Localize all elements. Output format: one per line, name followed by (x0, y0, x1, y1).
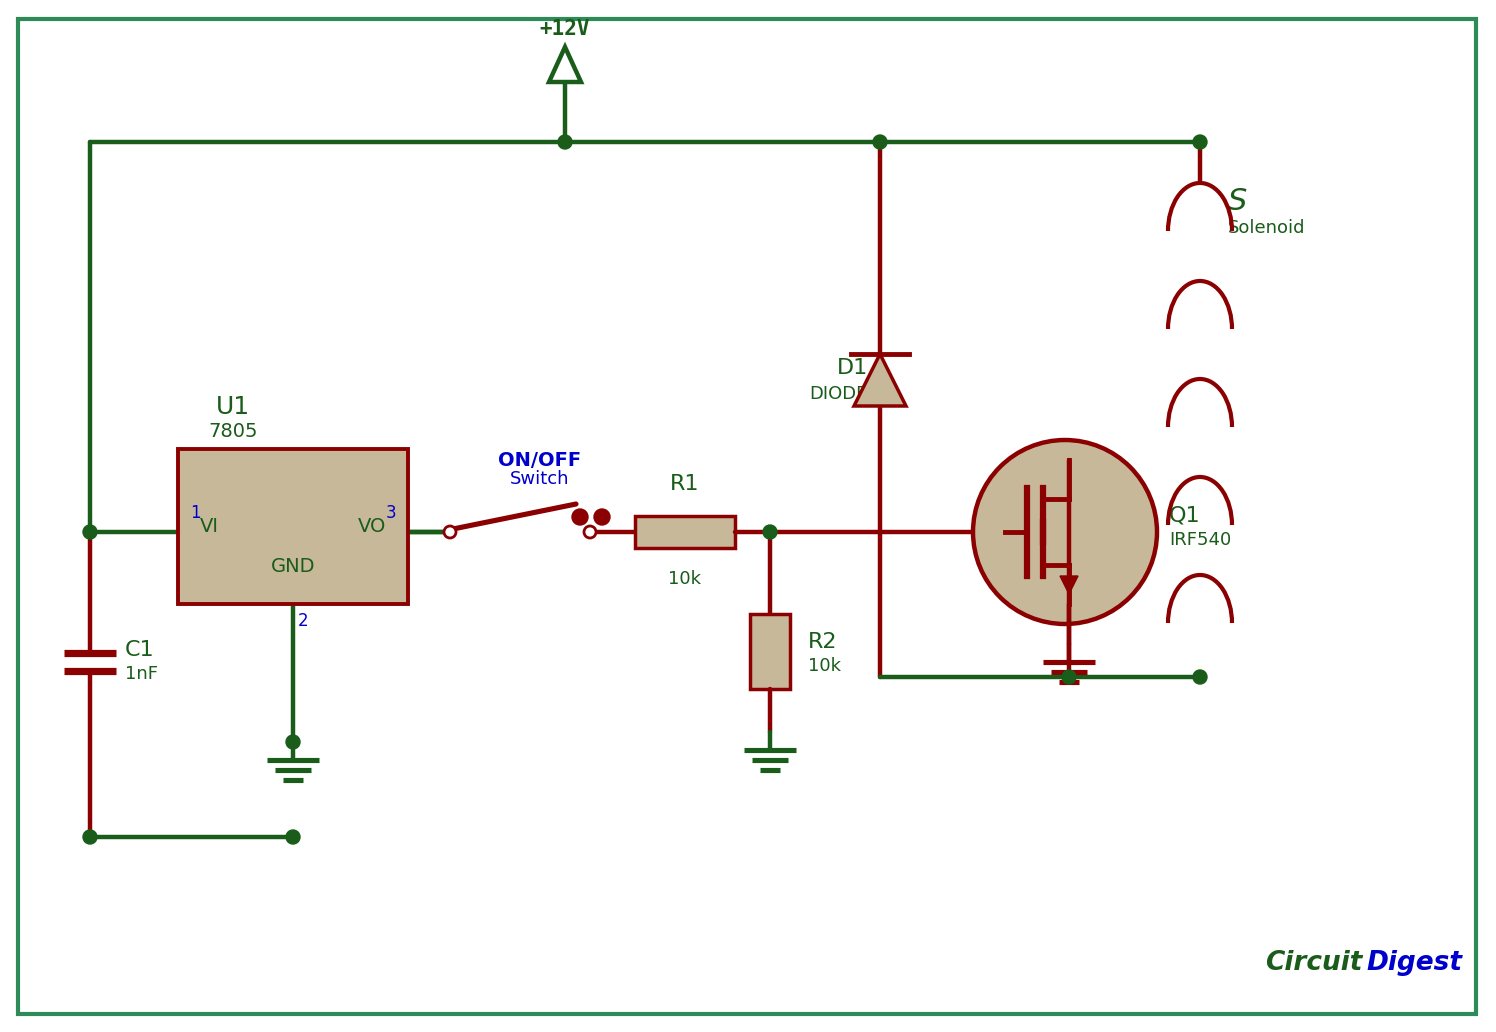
Text: Circuit: Circuit (1264, 950, 1361, 976)
Text: Switch: Switch (510, 470, 570, 488)
Circle shape (571, 509, 588, 525)
Text: 2: 2 (298, 612, 308, 630)
Circle shape (583, 526, 595, 538)
Text: VI: VI (200, 517, 218, 537)
Circle shape (1192, 670, 1207, 684)
Circle shape (1062, 670, 1076, 684)
Text: ON/OFF: ON/OFF (498, 451, 582, 470)
Circle shape (1192, 135, 1207, 149)
Polygon shape (854, 354, 907, 406)
Circle shape (82, 830, 97, 844)
Text: 10k: 10k (808, 657, 841, 675)
Circle shape (286, 830, 301, 844)
Text: 10k: 10k (669, 570, 702, 588)
Circle shape (286, 735, 301, 749)
Text: U1: U1 (215, 395, 250, 419)
Text: R2: R2 (808, 632, 838, 652)
Text: Solenoid: Solenoid (1228, 219, 1306, 237)
Text: R1: R1 (670, 474, 700, 494)
Text: 3: 3 (386, 504, 396, 522)
Circle shape (444, 526, 456, 538)
Circle shape (763, 525, 776, 539)
Text: IRF540: IRF540 (1168, 531, 1231, 549)
Circle shape (874, 135, 887, 149)
Text: 1: 1 (190, 504, 200, 522)
Bar (749, 614, 790, 689)
Text: VO: VO (358, 517, 386, 537)
Polygon shape (549, 47, 580, 82)
Bar (634, 516, 735, 548)
Text: +12V: +12V (540, 19, 591, 39)
Text: S: S (1228, 188, 1248, 217)
Text: Digest: Digest (1366, 950, 1462, 976)
Polygon shape (1061, 576, 1079, 594)
Circle shape (972, 440, 1156, 624)
Text: GND: GND (271, 556, 316, 576)
Text: 1nF: 1nF (126, 665, 159, 683)
Circle shape (594, 509, 610, 525)
Text: DIODE: DIODE (809, 385, 868, 404)
Text: D1: D1 (836, 358, 868, 378)
Circle shape (558, 135, 571, 149)
Text: C1: C1 (126, 640, 154, 660)
Text: Q1: Q1 (1168, 506, 1201, 526)
Circle shape (82, 525, 97, 539)
Text: 7805: 7805 (208, 422, 257, 441)
Bar (178, 449, 408, 604)
